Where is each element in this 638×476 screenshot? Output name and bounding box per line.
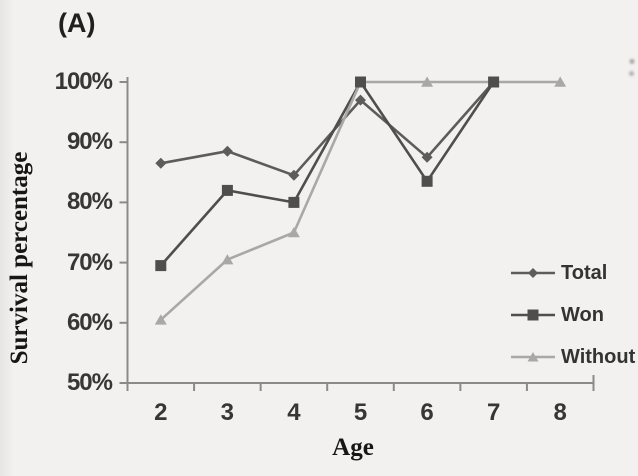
marker-without xyxy=(221,254,234,265)
marker-won xyxy=(355,76,366,88)
x-tick-label-6: 6 xyxy=(420,399,434,426)
marker-total xyxy=(421,151,433,163)
y-tick-label-50: 50% xyxy=(66,369,113,396)
y-tick-label-80: 80% xyxy=(66,188,113,216)
x-axis-title: Age xyxy=(332,434,374,461)
y-tick-label-70: 70% xyxy=(66,248,113,276)
x-tick-label-7: 7 xyxy=(486,399,501,426)
marker-without xyxy=(154,314,167,325)
clipped-adjacent-panel-fragment xyxy=(626,57,636,79)
legend-label-total: Total xyxy=(561,261,608,284)
marker-won xyxy=(288,196,300,208)
legend-label-won: Won xyxy=(561,303,604,326)
series-line-won xyxy=(159,80,495,267)
y-tick-label-60: 60% xyxy=(66,308,113,336)
x-tick-label-4: 4 xyxy=(287,399,301,426)
marker-won xyxy=(155,260,167,272)
marker-won xyxy=(221,184,233,196)
marker-total xyxy=(221,145,233,157)
legend-marker-triangle-icon xyxy=(511,352,555,362)
marker-without xyxy=(554,76,567,87)
marker-total xyxy=(288,169,300,181)
legend-label-without: Without xyxy=(561,345,636,368)
x-tick-label-8: 8 xyxy=(553,399,567,426)
y-tick-label-100: 100% xyxy=(54,68,113,95)
series-line-total xyxy=(159,80,495,177)
marker-won xyxy=(421,175,433,187)
legend-item-won: Won xyxy=(510,301,604,329)
marker-total xyxy=(155,157,167,169)
legend-item-total: Total xyxy=(510,259,607,287)
x-tick-label-3: 3 xyxy=(220,399,235,426)
legend-marker-diamond-icon xyxy=(511,268,555,278)
legend-marker-square-icon xyxy=(511,309,555,321)
panel-label: (A) xyxy=(58,8,96,38)
marker-without xyxy=(421,76,434,87)
marker-total xyxy=(355,94,366,106)
marker-without xyxy=(287,227,300,238)
series-line-without xyxy=(159,80,562,322)
legend-item-without: Without xyxy=(510,343,635,371)
y-tick-label-90: 90% xyxy=(66,128,113,156)
marker-won xyxy=(488,76,500,88)
x-tick-label-5: 5 xyxy=(353,399,368,426)
x-tick-label-2: 2 xyxy=(154,399,168,426)
